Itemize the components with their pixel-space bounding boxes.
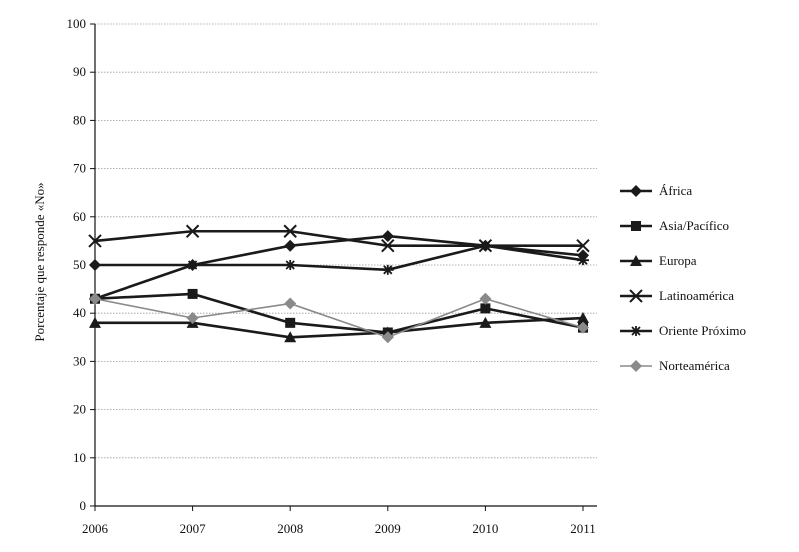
data-point [479,316,492,328]
data-point [284,260,297,270]
series-5 [89,240,589,304]
data-point [284,331,297,343]
data-point [630,360,642,372]
series-6 [89,292,589,344]
data-point [630,185,642,197]
data-point [284,297,297,310]
data-point [381,239,395,253]
data-point [381,264,394,275]
legend-item: África [620,183,692,198]
y-tick-label: 40 [73,305,86,320]
legend-item: Asia/Pacífico [620,218,729,233]
data-point [283,224,297,238]
series-line [94,297,584,339]
series-3 [89,312,589,343]
legend-label: Latinoamérica [659,288,734,303]
data-point [577,255,589,266]
data-point [186,312,199,325]
series-line [94,244,584,300]
y-tick-label: 50 [73,257,86,272]
x-tick-label: 2009 [375,521,401,536]
y-tick-label: 80 [73,112,86,127]
y-tick-label: 60 [73,209,86,224]
data-point [630,255,642,266]
data-point [89,292,101,305]
series-line [94,229,583,248]
data-point [629,289,643,303]
data-point [577,312,589,324]
y-tick-label: 90 [73,64,86,79]
series-line [95,316,584,339]
data-point [577,321,589,334]
data-point [381,331,394,344]
data-point [630,326,642,336]
x-tick-label: 2007 [180,521,207,536]
y-tick-label: 70 [73,161,86,176]
x-tick-label: 2011 [570,521,596,536]
data-point [186,260,199,270]
y-tick-label: 20 [73,402,86,417]
data-point [479,240,492,251]
legend-item: Norteamérica [620,358,730,373]
legend-label: África [659,183,692,198]
legend-label: Europa [659,253,697,268]
data-point [89,259,101,271]
data-point [284,239,297,252]
data-point [187,288,198,299]
data-point [185,224,200,238]
legend-label: Norteamérica [659,358,730,373]
data-point [89,316,101,328]
y-tick-label: 100 [67,16,87,31]
y-tick-label: 30 [73,353,86,368]
data-point [631,221,641,231]
data-point [88,234,102,248]
x-axis: 2006 2007 2008 2009 2010 2011 [82,505,597,536]
data-point [576,239,590,253]
legend-item: Oriente Próximo [620,323,746,338]
x-tick-label: 2006 [82,521,109,536]
legend-label: Asia/Pacífico [659,218,729,233]
legend-item: Europa [620,253,697,268]
legend-label: Oriente Próximo [659,323,746,338]
y-tick-label: 0 [80,498,87,513]
data-point [381,230,394,243]
x-tick-label: 2008 [277,521,303,536]
series-line [94,292,584,334]
legend-item: Latinoamérica [620,288,734,303]
data-point [480,303,491,314]
data-point [285,317,296,328]
series-group [88,224,590,344]
y-tick-label: 10 [73,450,86,465]
data-point [479,292,492,305]
legend: África Asia/Pacífico Europa Latinoamérica Or… [620,183,746,373]
y-axis-title: Porcentaje que responde «No» [32,182,47,341]
x-tick-label: 2010 [472,521,498,536]
